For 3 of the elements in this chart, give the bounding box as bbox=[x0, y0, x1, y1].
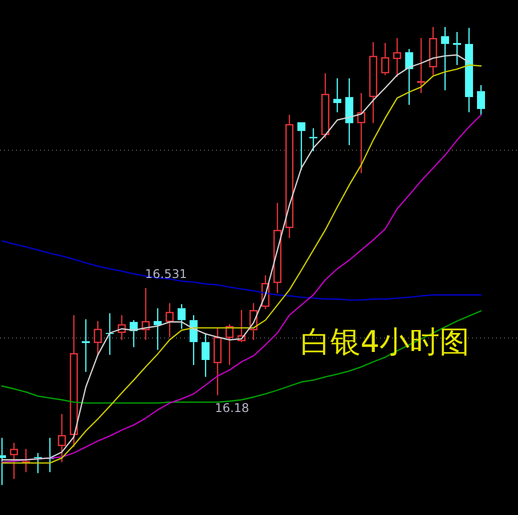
annotation: 16.18 bbox=[214, 401, 250, 415]
annotation: 白银4小时图 bbox=[300, 325, 470, 360]
annotation: 16.531 bbox=[145, 267, 187, 281]
